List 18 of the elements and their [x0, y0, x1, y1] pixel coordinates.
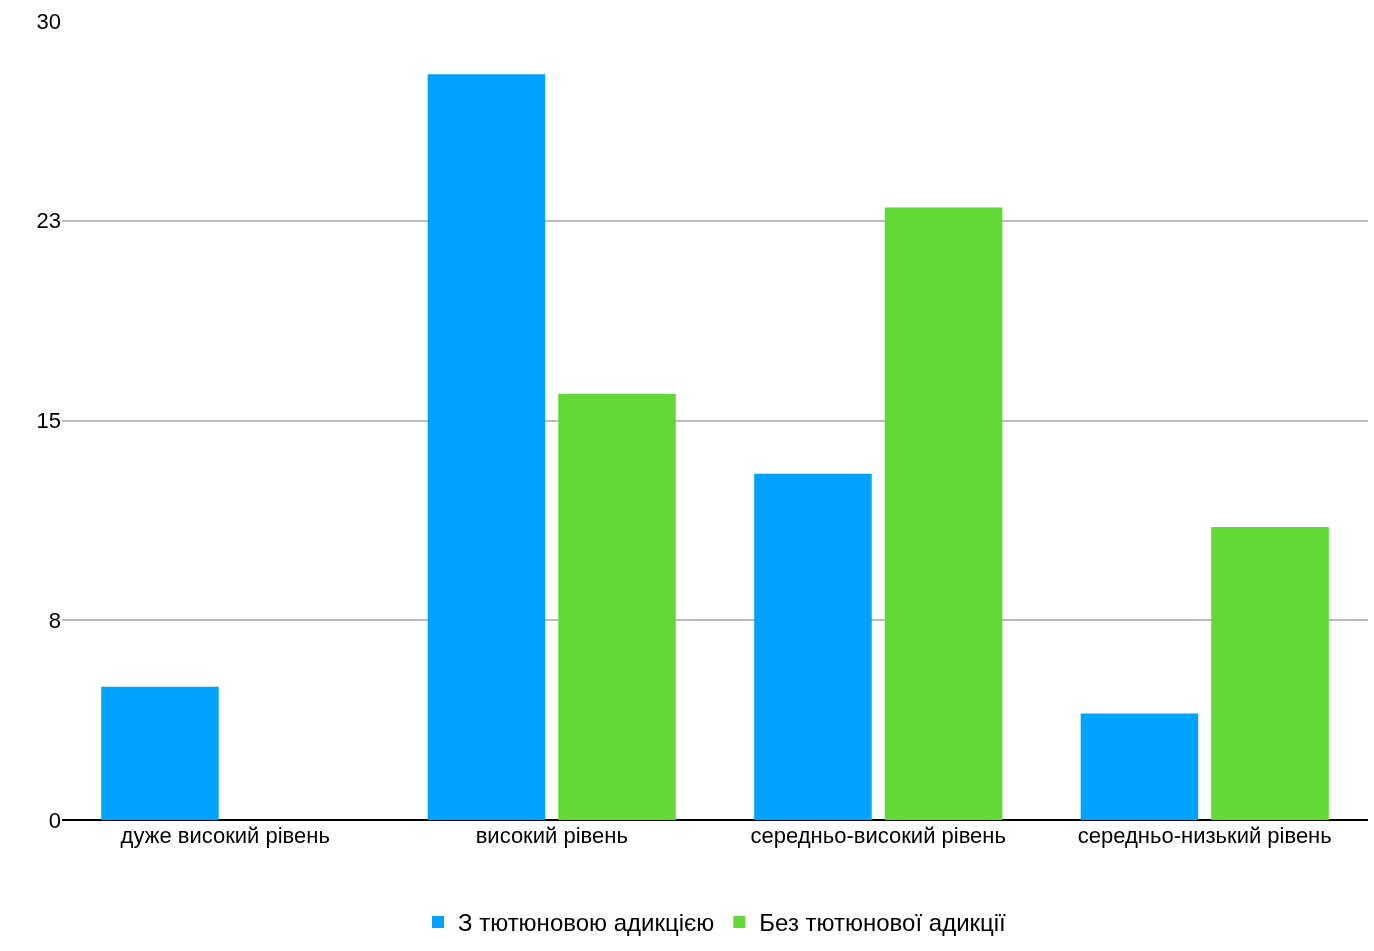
x-tick-label: середньо-високий рівень — [750, 823, 1006, 848]
bar — [427, 74, 546, 820]
y-tick-label: 0 — [48, 807, 61, 833]
bar — [1080, 713, 1199, 820]
x-tick-label: дуже високий рівень — [120, 823, 330, 848]
legend-label: З тютюновою адикцією — [458, 909, 715, 937]
bar — [754, 473, 872, 820]
y-tick-label: 30 — [36, 8, 61, 34]
y-tick-label: 23 — [36, 208, 61, 234]
x-tick-label: середньо-низький рівень — [1077, 823, 1332, 848]
x-tick-label: високий рівень — [475, 823, 628, 848]
bar — [101, 686, 219, 820]
legend-label: Без тютюнової адикції — [759, 909, 1007, 937]
bar — [1211, 527, 1329, 820]
y-tick-label: 8 — [48, 607, 61, 633]
bar — [558, 393, 676, 820]
bar — [884, 207, 1003, 820]
y-tick-label: 15 — [36, 408, 61, 434]
